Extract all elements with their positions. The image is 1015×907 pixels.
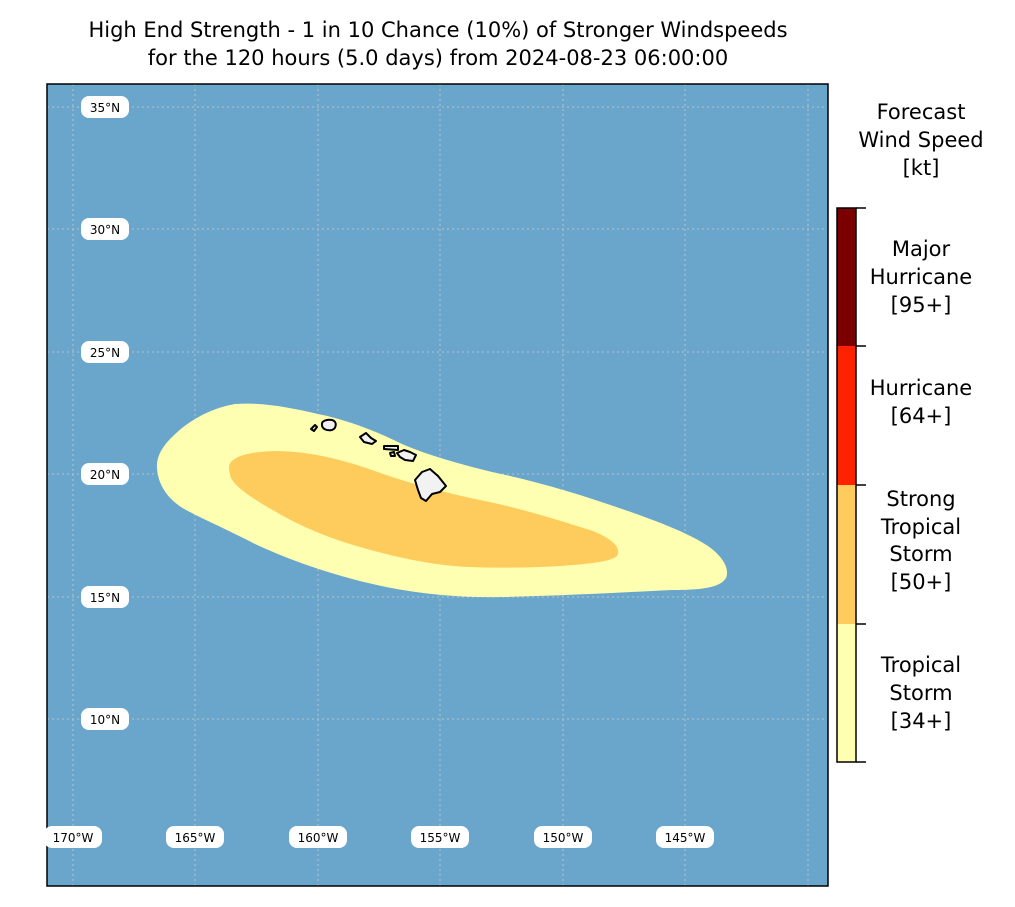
colorbar [836, 207, 866, 763]
lat-label: 15°N [90, 591, 120, 605]
lat-label: 35°N [90, 101, 120, 115]
legend-title-line: Forecast [876, 100, 966, 124]
legend-strong-tropical-storm-line: Storm [889, 542, 953, 566]
lon-label: 165°W [175, 831, 216, 845]
lon-label: 150°W [543, 831, 584, 845]
legend-tropical-storm-line: [34+] [890, 709, 952, 733]
island-molokai [383, 445, 399, 451]
longitude-labels: 170°W 165°W 160°W 155°W 150°W 145°W [44, 826, 714, 848]
legend-major-hurricane-line: [95+] [890, 293, 952, 317]
lon-label: 170°W [53, 831, 94, 845]
legend-strong-tropical-storm-line: Tropical [880, 515, 962, 539]
lon-label: 155°W [420, 831, 461, 845]
colorbar-ticks [856, 207, 866, 763]
lat-label: 25°N [90, 346, 120, 360]
island-lanai [389, 451, 396, 457]
legend-hurricane-line: Hurricane [869, 376, 973, 400]
island-hawaii [414, 468, 447, 502]
lon-label: 160°W [298, 831, 339, 845]
colorbar-strong-tropical-storm-segment [837, 485, 856, 624]
island-oahu [359, 432, 377, 445]
lat-label: 20°N [90, 468, 120, 482]
chart-title-line-1: High End Strength - 1 in 10 Chance (10%)… [88, 18, 788, 42]
legend-strong-tropical-storm-line: [50+] [890, 570, 952, 594]
legend-major-hurricane-line: Hurricane [869, 265, 973, 289]
legend-hurricane-line: [64+] [890, 404, 952, 428]
map-frame [46, 83, 829, 887]
legend-tropical-storm-line: Tropical [880, 653, 962, 677]
colorbar-hurricane-segment [837, 346, 856, 485]
legend-title-line: [kt] [902, 156, 940, 180]
lon-label: 145°W [665, 831, 706, 845]
lat-label: 30°N [90, 223, 120, 237]
island-maui [396, 449, 417, 462]
hawaiian-islands [310, 418, 447, 502]
latitude-labels: 35°N 30°N 25°N 20°N 15°N 10°N [81, 96, 129, 730]
lat-label: 10°N [90, 713, 120, 727]
island-kauai [320, 418, 337, 432]
colorbar-tropical-storm-segment [837, 624, 856, 762]
legend-strong-tropical-storm-line: Strong [886, 487, 956, 511]
legend-tropical-storm-line: Storm [889, 681, 953, 705]
legend-major-hurricane-line: Major [891, 237, 951, 261]
legend-title-line: Wind Speed [858, 128, 984, 152]
strong-tropical-storm-wind-zone [229, 451, 619, 568]
colorbar-major-hurricane-segment [837, 208, 856, 346]
island-niihau [310, 424, 318, 432]
chart-title-line-2: for the 120 hours (5.0 days) from 2024-0… [147, 46, 729, 70]
